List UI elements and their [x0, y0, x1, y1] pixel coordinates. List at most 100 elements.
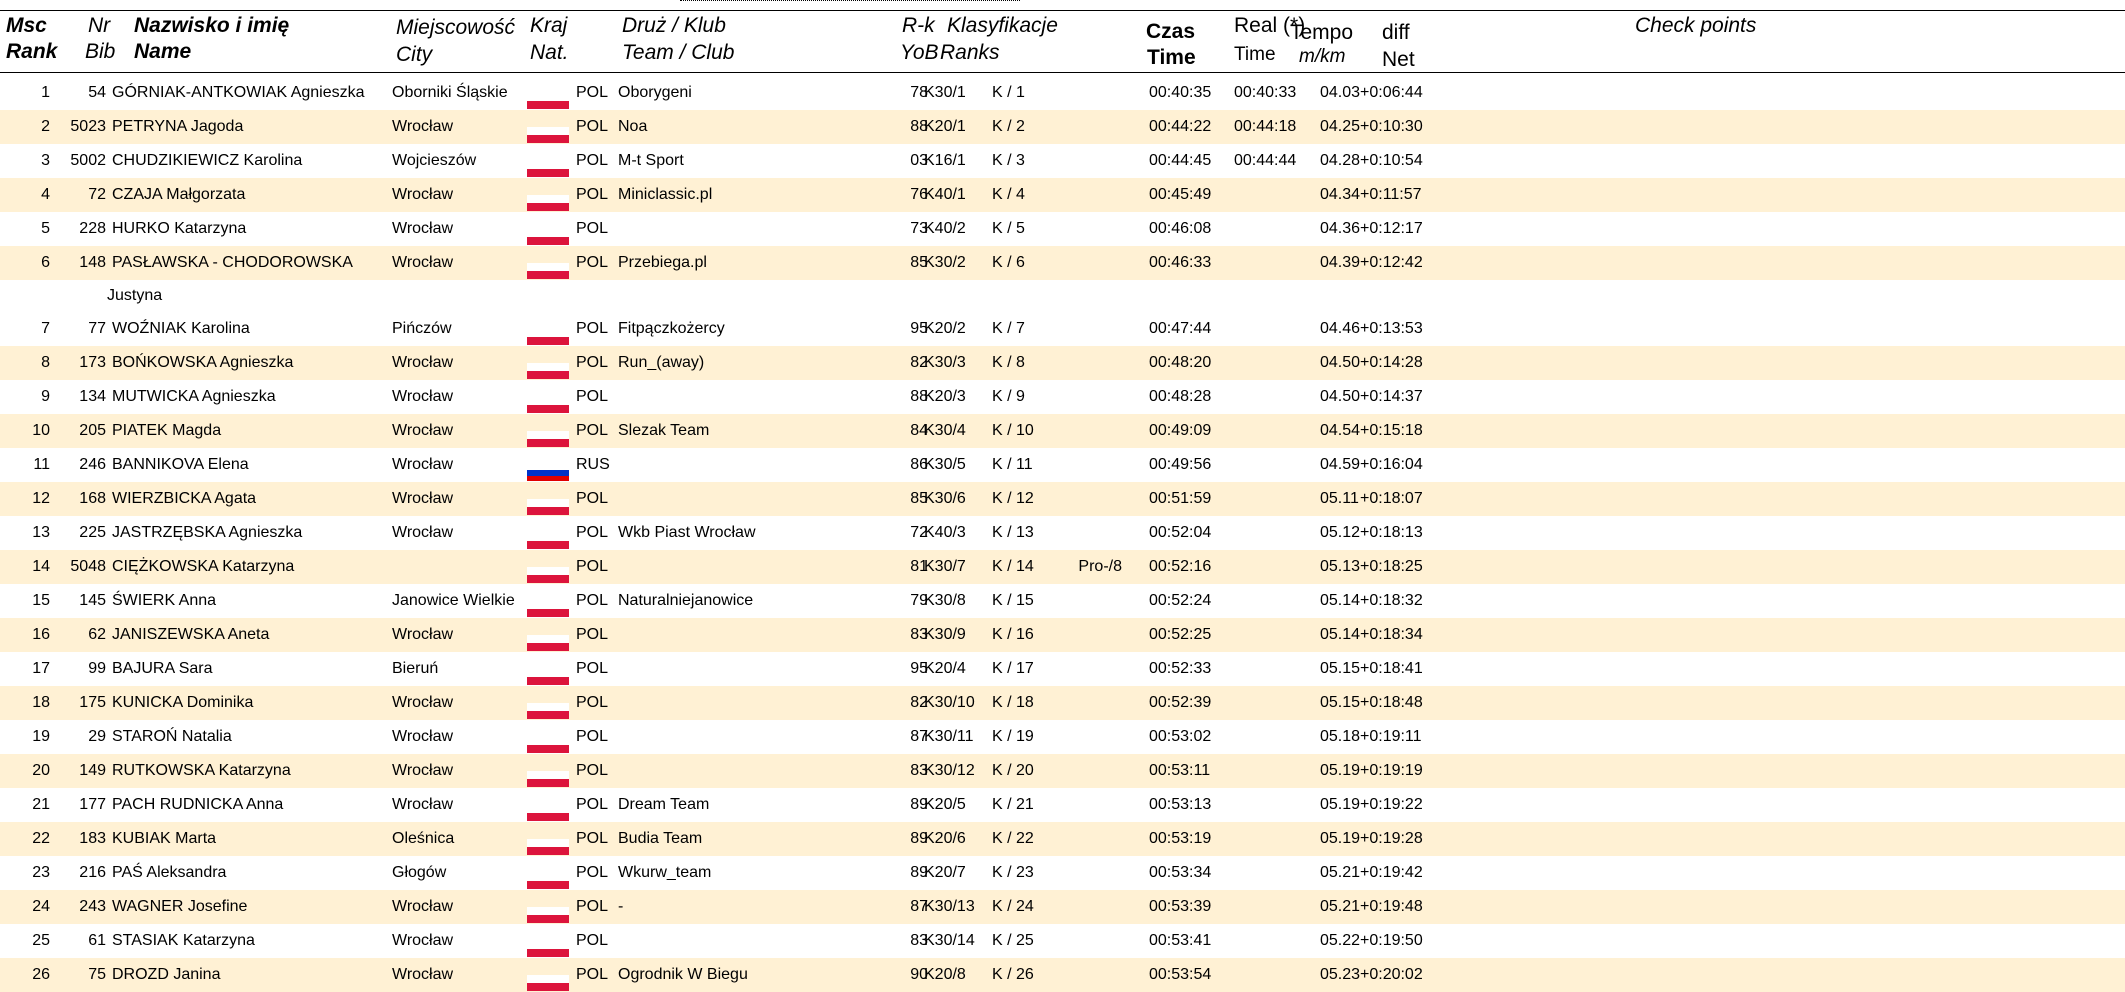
header-druz: Druż / Klub [622, 14, 726, 37]
cell-real [1234, 380, 1309, 414]
cell-name: BAJURA Sara [112, 660, 213, 677]
cell-team [618, 448, 888, 482]
header-time: Time [1147, 46, 1196, 69]
flag-poland-icon [527, 127, 569, 143]
cell-yob: 83 [910, 626, 928, 643]
cell-yob: 73 [910, 220, 928, 237]
cell-pro [1060, 144, 1122, 178]
cell-open: K / 24 [992, 898, 1034, 915]
cell-diff: +0:18:13 [1360, 524, 1423, 541]
cell-yob: 89 [910, 796, 928, 813]
cell-bib: 75 [88, 966, 106, 983]
flag-poland-icon [527, 635, 569, 651]
cell-time: 00:44:45 [1149, 152, 1212, 169]
cell-time: 00:53:11 [1149, 762, 1211, 779]
table-row: 19 29 STAROŃ Natalia Wrocław POL 87 K30/11 K / … [0, 720, 2125, 754]
cell-cat: K30/4 [924, 422, 966, 439]
cell-team: Miniclassic.pl [618, 186, 713, 203]
cell-tempo: 05.23 [1320, 966, 1361, 983]
cell-pro [1060, 618, 1122, 652]
table-row: 25 61 STASIAK Katarzyna Wrocław POL 83 K30/14 K… [0, 924, 2125, 958]
cell-real [1234, 822, 1309, 856]
cell-tempo: 05.19 [1320, 796, 1361, 813]
cell-rank: 1 [41, 84, 50, 101]
cell-cat: K20/2 [924, 320, 966, 337]
cell-bib: 145 [79, 592, 106, 609]
cell-team: Wkurw_team [618, 864, 712, 881]
flag-poland-icon [527, 533, 569, 549]
cell-cat: K20/6 [924, 830, 966, 847]
cell-name: PETRYNA Jagoda [112, 118, 244, 135]
cell-tempo: 04.03 [1320, 84, 1361, 101]
cell-real [1234, 178, 1309, 212]
cell-tempo: 05.12 [1320, 524, 1361, 541]
table-row: 3 5002 CHUDZIKIEWICZ Karolina Wojcieszów POL… [0, 144, 2125, 178]
cell-city: Wrocław [392, 254, 454, 271]
cell-real [1234, 516, 1309, 550]
flag-poland-icon [527, 195, 569, 211]
cell-city: Wrocław [392, 524, 454, 541]
cell-team [618, 754, 888, 788]
cell-name: WIERZBICKA Agata [112, 490, 257, 507]
cell-pro [1060, 754, 1122, 788]
cell-cat: K40/1 [924, 186, 966, 203]
cell-pro [1060, 788, 1122, 822]
header-diff: diff [1382, 21, 1410, 44]
cell-real [1234, 550, 1309, 584]
cell-diff: +0:18:34 [1360, 626, 1423, 643]
cell-cat: K30/12 [924, 762, 975, 779]
cell-tempo: 05.15 [1320, 660, 1361, 677]
cell-city: Bieruń [392, 660, 439, 677]
cell-bib: 205 [79, 422, 106, 439]
cell-bib: 54 [88, 84, 106, 101]
cell-bib: 243 [79, 898, 106, 915]
cell-team: Fitpączkożercy [618, 320, 725, 337]
cell-rank: 16 [32, 626, 50, 643]
cell-open: K / 8 [992, 354, 1025, 371]
flag-poland-icon [527, 839, 569, 855]
cell-cat: K20/3 [924, 388, 966, 405]
cell-rank: 5 [41, 220, 50, 237]
cell-team: - [618, 898, 624, 915]
cell-name: CIĘŻKOWSKA Katarzyna [112, 558, 295, 575]
cell-cat: K30/2 [924, 254, 966, 271]
cell-open: K / 19 [992, 728, 1034, 745]
cell-yob: 82 [910, 354, 928, 371]
cell-real [1234, 720, 1309, 754]
cell-diff: +0:12:42 [1360, 254, 1423, 271]
cell-real [1234, 856, 1309, 890]
cell-time: 00:53:54 [1149, 966, 1212, 983]
cell-team: M-t Sport [618, 152, 684, 169]
cell-name: KUNICKA Dominika [112, 694, 254, 711]
header-yob: YoB [900, 41, 939, 64]
cell-name: PASŁAWSKA - CHODOROWSKA [112, 254, 353, 271]
header-ranks: Ranks [940, 41, 1000, 64]
cell-diff: +0:10:54 [1360, 152, 1423, 169]
cell-cat: K20/4 [924, 660, 966, 677]
flag-poland-icon [527, 771, 569, 787]
cell-city: Wrocław [392, 762, 454, 779]
cell-diff: +0:18:25 [1360, 558, 1423, 575]
cell-nat: POL [576, 898, 609, 915]
cell-open: K / 9 [992, 388, 1025, 405]
header-msc: Msc [6, 14, 47, 37]
cell-team [618, 482, 888, 516]
flag-poland-icon [527, 329, 569, 345]
cell-pro [1060, 76, 1122, 110]
cell-yob: 83 [910, 932, 928, 949]
cell-name: STASIAK Katarzyna [112, 932, 255, 949]
cell-rank: 9 [41, 388, 50, 405]
flag-poland-icon [527, 397, 569, 413]
cell-diff: +0:11:57 [1360, 186, 1422, 203]
cell-nat: POL [576, 728, 609, 745]
cell-real [1234, 414, 1309, 448]
cell-yob: 82 [910, 694, 928, 711]
header-nr: Nr [88, 14, 111, 37]
cell-tempo: 05.14 [1320, 626, 1361, 643]
cell-diff: +0:14:28 [1360, 354, 1423, 371]
cell-rank: 24 [32, 898, 50, 915]
cell-time: 00:40:35 [1149, 84, 1212, 101]
cell-bib: 183 [79, 830, 106, 847]
cell-cat: K20/1 [924, 118, 966, 135]
flag-poland-icon [527, 601, 569, 617]
